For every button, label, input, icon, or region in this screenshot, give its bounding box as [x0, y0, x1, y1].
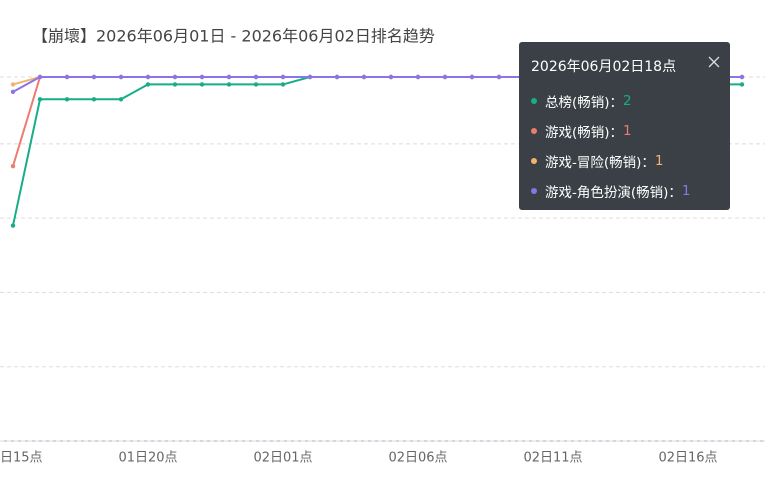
data-point: [469, 74, 475, 80]
legend-dot: [531, 188, 537, 194]
data-point: [334, 74, 340, 80]
tooltip-row: 总榜(畅销)2: [531, 86, 718, 116]
data-point: [10, 163, 16, 169]
data-point: [118, 97, 124, 102]
x-tick-label: 02日06点: [388, 451, 447, 466]
data-point: [64, 74, 70, 80]
data-point: [253, 74, 259, 80]
data-point: [37, 74, 43, 80]
data-point: [280, 82, 286, 87]
tooltip-rows: 总榜(畅销)2游戏(畅销)1游戏-冒险(畅销)1游戏-角色扮演(畅销)1: [531, 86, 718, 206]
series-value: 1: [623, 123, 632, 139]
legend-dot: [531, 98, 537, 104]
data-point: [226, 82, 232, 87]
data-point: [10, 89, 16, 95]
data-point: [91, 74, 97, 80]
data-point: [37, 97, 43, 102]
data-point: [199, 82, 205, 87]
tooltip-row: 游戏(畅销)1: [531, 116, 718, 146]
x-tick-label: 01日15点: [0, 451, 43, 466]
series-name: 游戏-冒险(畅销): [545, 151, 655, 171]
data-point: [388, 74, 394, 80]
x-tick-label: 02日01点: [253, 451, 312, 466]
data-point: [496, 74, 502, 80]
legend-dot: [531, 128, 537, 134]
series-value: 1: [681, 183, 691, 199]
data-point: [199, 74, 205, 80]
series-value: 2: [623, 93, 632, 109]
close-button[interactable]: [708, 56, 720, 68]
series-value: 1: [654, 153, 664, 169]
data-point: [253, 82, 259, 87]
series-name: 游戏-角色扮演(畅销): [545, 181, 682, 201]
data-point: [10, 223, 16, 228]
x-tick-label: 02日11点: [523, 451, 582, 466]
data-point: [739, 82, 745, 87]
series-name: 总榜(畅销): [545, 91, 623, 111]
series-name: 游戏(畅销): [545, 121, 623, 141]
data-point: [145, 74, 151, 80]
data-point: [226, 74, 232, 80]
data-point: [172, 74, 178, 80]
chart-title: 【崩壞】2026年06月01日 - 2026年06月02日排名趋势: [32, 27, 435, 46]
data-point: [145, 82, 151, 87]
x-tick-label: 02日16点: [658, 451, 717, 466]
tooltip-title: 2026年06月02日18点: [531, 59, 677, 75]
tooltip-row: 游戏-冒险(畅销)1: [531, 146, 718, 176]
x-tick-label: 01日20点: [118, 451, 177, 466]
data-point: [64, 97, 70, 102]
legend-dot: [531, 158, 537, 164]
data-point: [91, 97, 97, 102]
tooltip-row: 游戏-角色扮演(畅销)1: [531, 176, 718, 206]
data-point: [280, 74, 286, 80]
data-point: [361, 74, 367, 80]
data-point: [739, 74, 745, 80]
data-point: [307, 74, 313, 80]
data-point: [415, 74, 421, 80]
data-point: [118, 74, 124, 80]
data-point: [172, 82, 178, 87]
data-point: [10, 82, 16, 87]
data-point: [442, 74, 448, 80]
tooltip: 2026年06月02日18点 总榜(畅销)2游戏(畅销)1游戏-冒险(畅销)1游…: [519, 42, 730, 210]
